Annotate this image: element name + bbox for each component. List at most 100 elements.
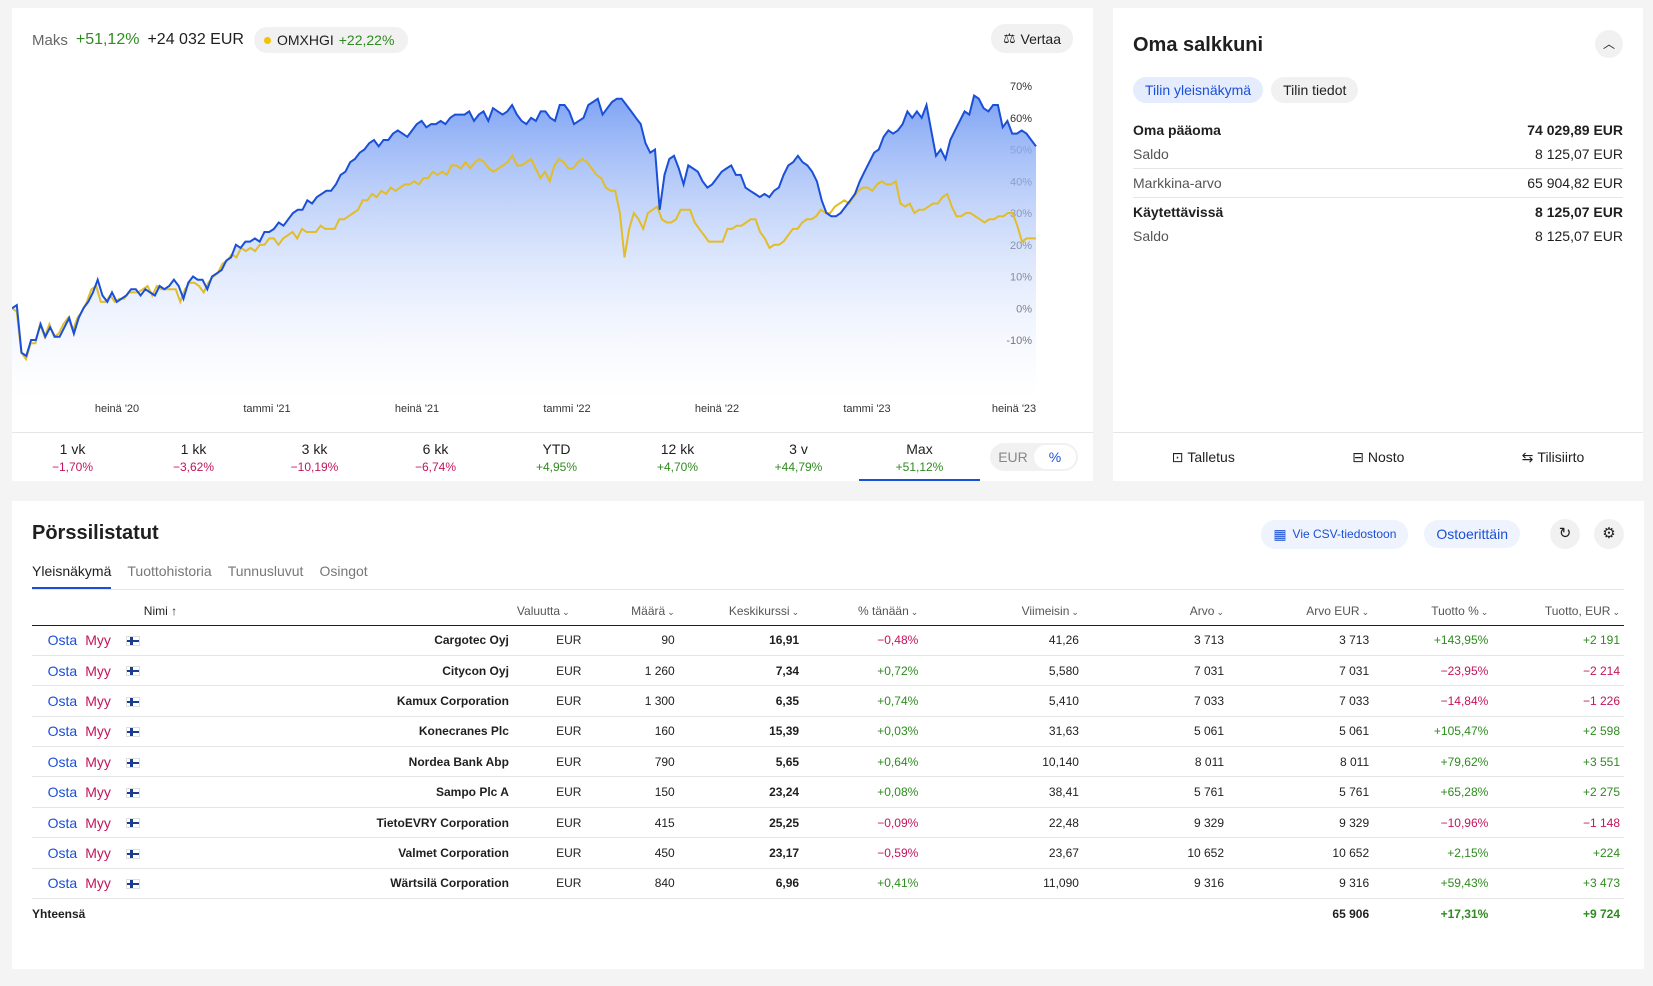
col-today[interactable]: % tänään ⌄ (803, 597, 923, 626)
stock-name[interactable]: Valmet Corporation (139, 837, 513, 869)
value-eur: 9 316 (1228, 868, 1374, 900)
sell-link[interactable]: Myy (85, 784, 111, 801)
sell-link[interactable]: Myy (85, 753, 111, 770)
col-value-eur[interactable]: Arvo EUR ⌄ (1228, 597, 1374, 626)
period-3-v[interactable]: 3 v +44,79% (738, 433, 859, 481)
col-currency[interactable]: Valuutta ⌄ (512, 597, 586, 626)
stock-name[interactable]: TietoEVRY Corporation (139, 807, 513, 839)
period-3-kk[interactable]: 3 kk −10,19% (254, 433, 375, 481)
buy-link[interactable]: Osta (47, 814, 78, 831)
period-1-vk[interactable]: 1 vk −1,70% (12, 433, 133, 481)
tab-return-history[interactable]: Tuottohistoria (127, 563, 212, 579)
export-csv-button[interactable]: ▦ Vie CSV-tiedostoon (1261, 519, 1409, 549)
period-max[interactable]: Max +51,12% (859, 433, 980, 481)
sell-link[interactable]: Myy (85, 844, 111, 861)
buy-link[interactable]: Osta (47, 692, 78, 709)
transfer-button[interactable]: ⇆ Tilisiirto (1521, 448, 1585, 466)
benchmark-dot-icon (263, 36, 271, 44)
currency: EUR (512, 655, 586, 687)
tab-account-overview[interactable]: Tilin yleisnäkymä (1133, 77, 1264, 103)
stock-name[interactable]: Cargotec Oyj (139, 625, 513, 656)
sell-link[interactable]: Myy (85, 875, 111, 892)
period-ytd[interactable]: YTD +4,95% (496, 433, 617, 481)
stock-name[interactable]: Sampo Plc A (139, 776, 513, 808)
table-row[interactable]: Osta Myy Valmet Corporation EUR 450 23,17 −0,5… (32, 837, 1624, 869)
period-12-kk[interactable]: 12 kk +4,70% (617, 433, 738, 481)
chevron-down-icon: ⌄ (1480, 606, 1489, 617)
table-row[interactable]: Osta Myy Kamux Corporation EUR 1 300 6,35 +0,7… (32, 685, 1624, 717)
stock-name[interactable]: Nordea Bank Abp (139, 746, 513, 778)
total-return-pct: +17,31% (1373, 898, 1493, 929)
buy-link[interactable]: Osta (47, 784, 78, 801)
unit-toggle[interactable]: EUR % (990, 443, 1078, 471)
stock-name[interactable]: Kamux Corporation (139, 685, 513, 717)
tab-key-figures[interactable]: Tunnusluvut (227, 563, 304, 579)
buy-link[interactable]: Osta (47, 723, 78, 740)
deposit-button[interactable]: ⊡ Talletus (1171, 448, 1235, 466)
return-percent: +51,12% (75, 31, 140, 48)
toggle-eur[interactable]: EUR (998, 449, 1028, 465)
table-row[interactable]: Osta Myy Sampo Plc A EUR 150 23,24 +0,08% 38,41… (32, 776, 1624, 808)
stock-name[interactable]: Konecranes Plc (139, 716, 513, 748)
orders-by-lot-button[interactable]: Ostoerittäin (1424, 520, 1520, 548)
col-avg-price[interactable]: Keskikurssi ⌄ (678, 597, 804, 626)
col-return-pct[interactable]: Tuotto % ⌄ (1373, 597, 1493, 626)
return-eur: +224 (1492, 837, 1624, 869)
portfolio-title: Oma salkkuni (1133, 34, 1264, 56)
period-6-kk[interactable]: 6 kk −6,74% (375, 433, 496, 481)
col-name[interactable]: Nimi ↑ (139, 597, 513, 626)
sell-link[interactable]: Myy (85, 814, 111, 831)
avg-price: 23,24 (678, 776, 804, 808)
period-1-kk[interactable]: 1 kk −3,62% (133, 433, 254, 481)
currency: EUR (512, 746, 586, 778)
sell-link[interactable]: Myy (85, 662, 111, 679)
buy-link[interactable]: Osta (47, 632, 78, 649)
gear-icon[interactable]: ⚙ (1594, 519, 1624, 549)
tab-overview[interactable]: Yleisnäkymä (32, 563, 112, 589)
value-eur: 8 011 (1228, 746, 1374, 778)
buy-link[interactable]: Osta (47, 844, 78, 861)
withdraw-button[interactable]: ⊟ Nosto (1352, 448, 1405, 466)
table-row[interactable]: Osta Myy Cargotec Oyj EUR 90 16,91 −0,48% 41,26… (32, 625, 1624, 656)
transfer-icon: ⇆ (1521, 448, 1534, 465)
table-row[interactable]: Osta Myy TietoEVRY Corporation EUR 415 25,25−… (32, 807, 1624, 839)
value: 7 033 (1082, 685, 1229, 717)
value: 9 316 (1082, 868, 1229, 900)
refresh-icon[interactable]: ↻ (1550, 519, 1580, 549)
quantity: 1 300 (585, 685, 679, 717)
table-row[interactable]: Osta Myy Nordea Bank Abp EUR 790 5,65 +0,64% 10… (32, 746, 1624, 778)
return-eur: +2 191 (1492, 625, 1624, 656)
compare-button[interactable]: ⚖ Vertaa (990, 24, 1073, 53)
value-eur: 5 761 (1228, 776, 1374, 808)
period-label: 1 kk (180, 441, 207, 457)
table-row[interactable]: Osta Myy Wärtsilä Corporation EUR 840 6,96 +0,… (32, 868, 1624, 900)
today-change: −0,48% (803, 625, 923, 656)
buy-link[interactable]: Osta (47, 753, 78, 770)
buy-link[interactable]: Osta (47, 875, 78, 892)
benchmark-pill[interactable]: OMXHGI +22,22% (253, 27, 409, 53)
col-value[interactable]: Arvo ⌄ (1082, 597, 1229, 626)
tab-account-details[interactable]: Tilin tiedot (1271, 77, 1359, 103)
toggle-percent[interactable]: % (1034, 445, 1076, 469)
sell-link[interactable]: Myy (85, 632, 111, 649)
currency: EUR (512, 685, 586, 717)
holdings-toolbar: ▦ Vie CSV-tiedostoon Ostoerittäin ↻ ⚙ (1261, 519, 1624, 549)
table-row[interactable]: Osta Myy Citycon Oyj EUR 1 260 7,34 +0,72% 5,58… (32, 655, 1624, 687)
sell-link[interactable]: Myy (85, 692, 111, 709)
table-row[interactable]: Osta Myy Konecranes Plc EUR 160 15,39 +0,03% 31… (32, 716, 1624, 748)
buy-link[interactable]: Osta (47, 662, 78, 679)
stock-name[interactable]: Citycon Oyj (139, 655, 513, 687)
performance-chart[interactable]: 70%60%50%40%30%20%10%0%-10%heinä '20tamm… (12, 64, 1093, 426)
tab-dividends[interactable]: Osingot (319, 563, 368, 579)
performance-chart-card: Maks +51,12% +24 032 EUR OMXHGI +22,22% … (12, 8, 1093, 481)
return-eur: +3 551 (1492, 746, 1624, 778)
col-return-eur[interactable]: Tuotto, EUR ⌄ (1492, 597, 1624, 626)
stock-name[interactable]: Wärtsilä Corporation (139, 868, 513, 900)
holdings-title: Pörssilistatut (32, 522, 159, 544)
series-area (12, 95, 1036, 402)
col-quantity[interactable]: Määrä ⌄ (585, 597, 679, 626)
col-last[interactable]: Viimeisin ⌄ (922, 597, 1083, 626)
balance-row: Saldo 8 125,07 EUR (1133, 146, 1623, 162)
chevron-up-icon[interactable]: ︿ (1595, 30, 1623, 58)
sell-link[interactable]: Myy (85, 723, 111, 740)
